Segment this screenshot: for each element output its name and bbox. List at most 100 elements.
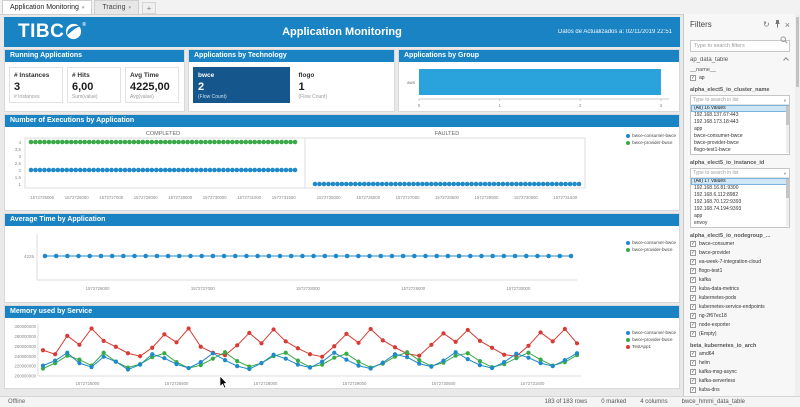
filter-checkbox-row[interactable]: ✓ flogo-test1 (690, 267, 790, 275)
technology-tile-flogo[interactable]: flogo 1 (Flow Count) (293, 67, 390, 103)
filter-checkbox-row[interactable]: ✓ kafka-msg-async (690, 368, 790, 376)
search-icon (780, 36, 788, 44)
legend-item[interactable]: TestApp1 (626, 344, 676, 349)
checkbox-icon[interactable]: ✓ (690, 268, 696, 274)
listbox-scrollbar[interactable] (786, 179, 789, 226)
filter-checkbox-row[interactable]: ✓ kafka-serverless (690, 377, 790, 385)
filter-checkbox-row[interactable]: ✓ ng-2f67ec18 (690, 312, 790, 320)
checkbox-label: kafka (699, 277, 711, 283)
checkbox-icon[interactable]: ✓ (690, 387, 696, 393)
kpi-tiles: # Instances 3 # Instances # Hits 6,00 Su… (5, 62, 184, 108)
listbox-item[interactable]: 192.168.173.18:443 (694, 119, 739, 125)
filter-checkbox-row[interactable]: ✓ bwce-provider (690, 249, 790, 257)
tab-application-monitoring[interactable]: Application Monitoring ▾ (2, 0, 93, 14)
filter-checkbox-row[interactable]: ✓ kuba-data-metrics (690, 285, 790, 293)
filter-checkbox-row[interactable]: ✓ kubernetes-pods (690, 294, 790, 302)
listbox-item[interactable]: flogo-test1-bwce (694, 147, 731, 153)
memory-chart[interactable]: 300000000 280000000 260000000 240000000 2200… (5, 318, 679, 388)
filter-checkbox-row[interactable]: ✓ kafka (690, 276, 790, 284)
legend-item[interactable]: bwce-consumer-bwce (626, 330, 676, 335)
svg-text:260000000: 260000000 (14, 344, 36, 349)
checkbox-icon[interactable]: ✓ (690, 313, 696, 319)
listbox-item[interactable]: app (694, 213, 703, 219)
tab-tracing[interactable]: Tracing ▾ (94, 0, 139, 14)
listbox-scrollbar[interactable] (786, 106, 789, 153)
filter-checkbox-row[interactable]: ✓ amd64 (690, 350, 790, 358)
listbox-item[interactable]: (All) 17 values (691, 178, 789, 185)
listbox-search-input[interactable] (691, 97, 784, 103)
panel-title: Applications by Technology (189, 50, 394, 62)
filter-checkbox-row[interactable]: ✓ kuba-dns (690, 386, 790, 394)
svg-text:1572730500: 1572730500 (514, 195, 539, 200)
filter-checkbox-row[interactable]: ✓ bwce-consumer (690, 240, 790, 248)
checkbox-icon[interactable]: ✓ (690, 286, 696, 292)
tile-value: 1 (298, 81, 305, 93)
row-count: 183 of 183 rows (544, 399, 588, 405)
checkbox-icon[interactable]: ✓ (690, 378, 696, 384)
tab-label: Application Monitoring (10, 4, 79, 11)
checkbox-icon[interactable]: ✓ (690, 250, 696, 256)
checkbox-icon[interactable]: ✓ (690, 277, 696, 283)
filter-checkbox-row[interactable]: ✓ kubernetes-service-endpoints (690, 303, 790, 311)
legend-item[interactable]: bwce-provider-bwce (626, 140, 676, 145)
checkbox-icon[interactable]: ✓ (690, 360, 696, 366)
checkbox-label: kafka-msg-async (699, 369, 737, 375)
group-bar-chart[interactable]: aws 0 1 2 3 (399, 62, 679, 111)
legend-color-dot (626, 337, 631, 342)
svg-text:1572730000: 1572730000 (506, 286, 531, 291)
close-icon[interactable]: × (784, 19, 790, 30)
kpi-avg-time[interactable]: Avg Time 4225,00 Avg(value) (125, 67, 179, 103)
checkbox-icon[interactable]: ✓ (690, 369, 696, 375)
chart-legend: bwce-consumer-bwce bwce-provider-bwce (626, 240, 676, 252)
refresh-icon[interactable]: ↻ (763, 19, 770, 29)
checkbox-icon[interactable]: ✓ (690, 351, 696, 357)
filter-checkbox-row[interactable]: ✓ ea-week-7-integration-cloud (690, 258, 790, 266)
legend-item[interactable]: bwce-consumer-bwce (626, 133, 676, 138)
legend-item[interactable]: bwce-consumer-bwce (626, 240, 676, 245)
filter-checkbox-row[interactable]: ✓ helm (690, 359, 790, 367)
listbox-search: ▼ (691, 169, 789, 178)
checkbox-icon[interactable]: ✓ (690, 241, 696, 247)
listbox-item[interactable]: 192.168.16.81:9300 (694, 185, 739, 191)
listbox-item[interactable]: (All) 16 values (691, 105, 789, 112)
kpi-instances[interactable]: # Instances 3 # Instances (9, 67, 63, 103)
listbox-item[interactable]: 192.168.137.67:443 (694, 112, 739, 118)
filters-search-input[interactable] (690, 40, 790, 52)
filters-scrollbar[interactable] (795, 14, 800, 396)
checkbox-icon[interactable]: ✓ (690, 331, 696, 337)
svg-text:4: 4 (18, 140, 21, 145)
listbox-item[interactable]: bwce-consumer-bwce (694, 133, 743, 139)
filter-section-title: alpha_elect5_io_instance_id (690, 160, 765, 166)
listbox-item[interactable]: envoy (694, 220, 708, 226)
filter-checkbox-row[interactable]: ✓ ap (690, 74, 790, 82)
filter-checkbox-row[interactable]: ✓ (Empty) (690, 330, 790, 338)
listbox-search-input[interactable] (691, 170, 784, 176)
kpi-hits[interactable]: # Hits 6,00 Sum(value) (67, 67, 121, 103)
checkbox-icon[interactable]: ✓ (690, 304, 696, 310)
checkbox-icon[interactable]: ✓ (690, 322, 696, 328)
listbox-item[interactable]: bwce-provider-bwce (694, 140, 739, 146)
avg-time-chart[interactable]: 4225 1572726000 1572727000 1572728000 157272… (5, 226, 679, 302)
active-table-name[interactable]: bwce_hmmi_data_table (681, 399, 745, 405)
svg-text:0: 0 (418, 103, 421, 108)
filter-group-header[interactable]: ap_data_table (690, 57, 790, 63)
pin-icon[interactable] (774, 19, 781, 30)
svg-text:1572731500: 1572731500 (272, 195, 297, 200)
technology-tiles: bwce 2 (Flow Count) flogo 1 (Flow Count) (189, 62, 394, 108)
legend-color-dot (626, 133, 631, 138)
checkbox-icon[interactable]: ✓ (690, 295, 696, 301)
filter-checkbox-row[interactable]: ✓ node-exporter (690, 321, 790, 329)
filter-section-title: beta_kubernetes_io_arch (690, 343, 757, 349)
checkbox-label: kubernetes-service-endpoints (699, 304, 765, 310)
checkbox-icon[interactable]: ✓ (690, 75, 696, 81)
listbox-item[interactable]: app (694, 126, 703, 132)
technology-tile-bwce[interactable]: bwce 2 (Flow Count) (193, 67, 290, 103)
executions-chart[interactable]: 4 3,5 3 2,5 2 1,5 1 COMPLETED 1572725000 15727260… (5, 127, 679, 210)
listbox-item[interactable]: 192.168.74.194:9393 (694, 206, 742, 212)
listbox-item[interactable]: 192.168.6.112:8982 (694, 192, 739, 198)
legend-item[interactable]: bwce-provider-bwce (626, 247, 676, 252)
legend-item[interactable]: bwce-provider-bwce (626, 337, 676, 342)
checkbox-icon[interactable]: ✓ (690, 259, 696, 265)
add-tab-button[interactable]: + (142, 2, 156, 14)
listbox-item[interactable]: 192.168.70.122:9393 (694, 199, 742, 205)
